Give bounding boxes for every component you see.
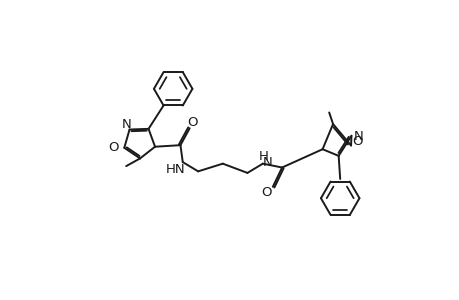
Text: N: N xyxy=(353,130,363,143)
Text: HN: HN xyxy=(166,163,185,176)
Text: O: O xyxy=(108,140,119,154)
Text: N: N xyxy=(262,156,272,169)
Text: O: O xyxy=(351,135,362,148)
Text: H: H xyxy=(258,150,268,163)
Text: O: O xyxy=(261,186,271,200)
Text: N: N xyxy=(121,118,131,130)
Text: O: O xyxy=(186,116,197,129)
